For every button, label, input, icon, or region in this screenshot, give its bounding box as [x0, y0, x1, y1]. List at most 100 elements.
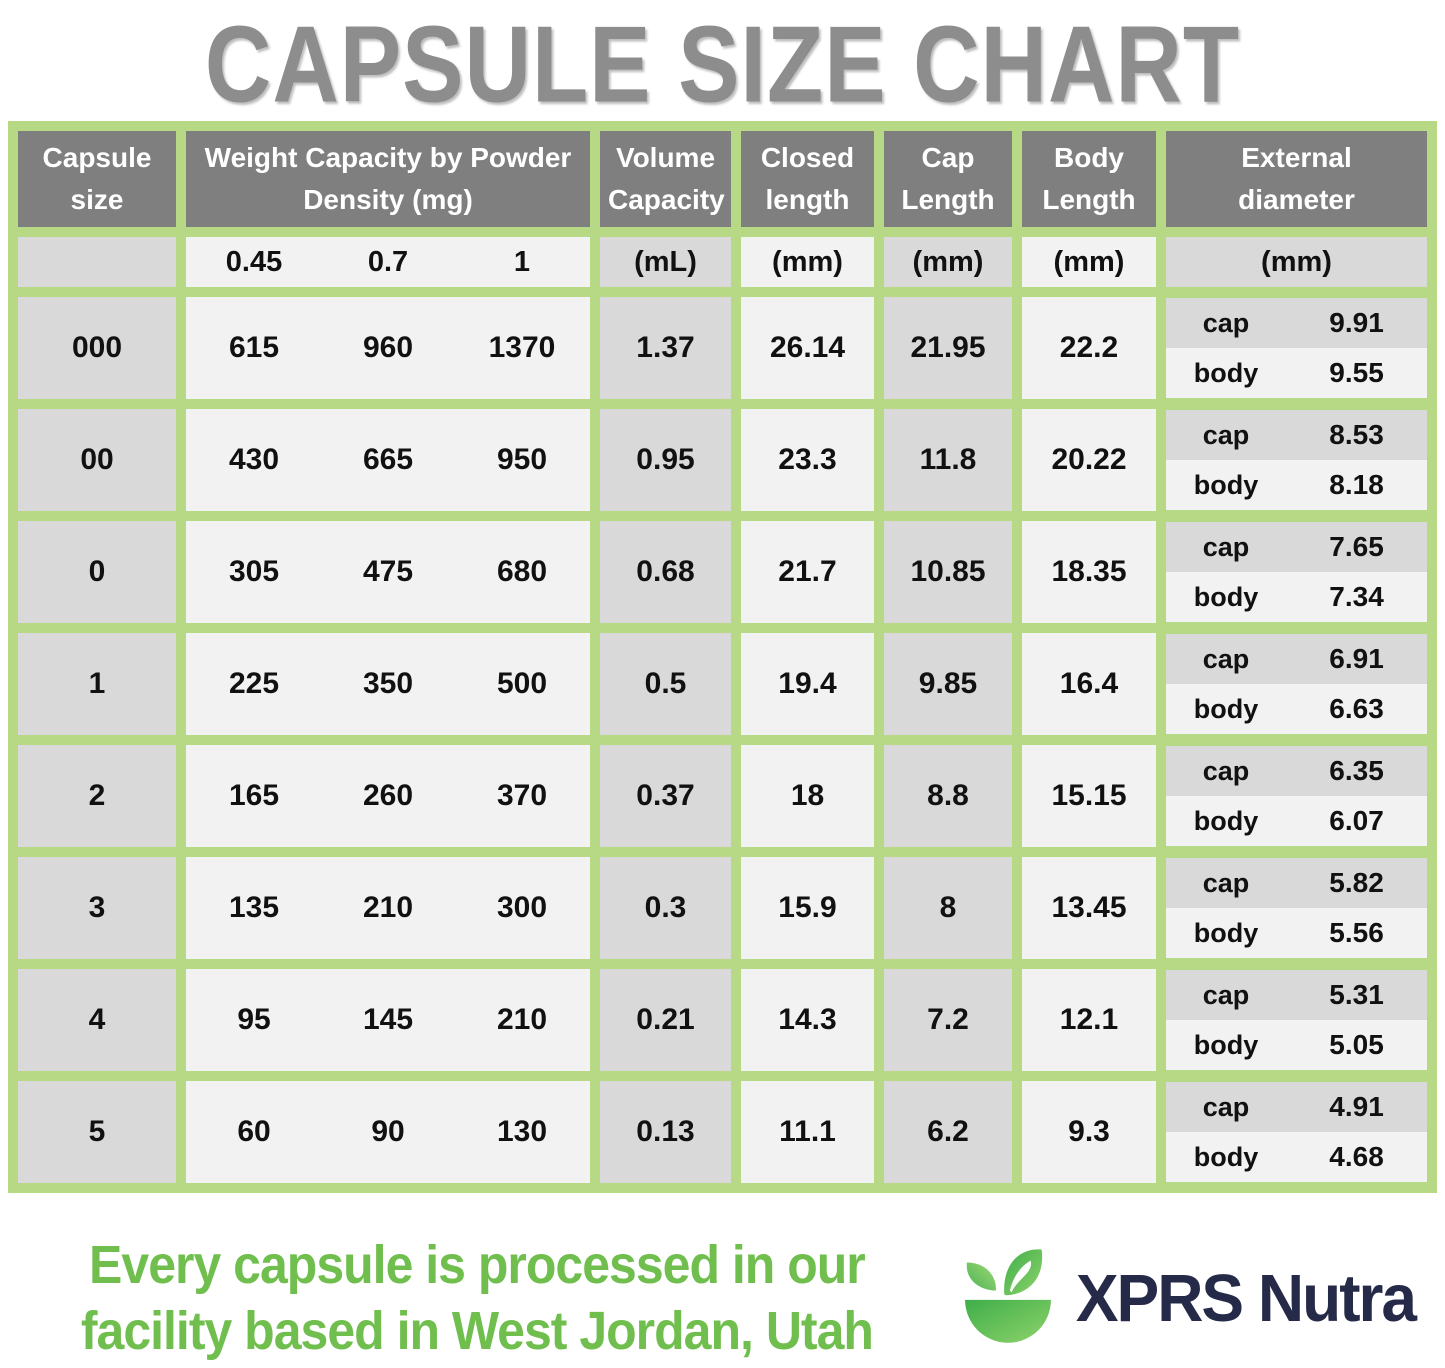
- external-body-row: body 8.18: [1166, 460, 1427, 511]
- closed-length-value: 15.9: [741, 857, 874, 960]
- external-cap-value: 5.82: [1329, 867, 1384, 899]
- cap-length-value: 8.8: [884, 745, 1012, 848]
- capsule-size-value: 5: [18, 1081, 176, 1184]
- table-row: 3 135 210 300 0.3 15.9 8 13.45 cap 5.82 …: [18, 857, 1427, 960]
- external-diameter-cell: cap 5.31 body 5.05: [1166, 969, 1427, 1071]
- volume-capacity-value: 0.13: [600, 1081, 731, 1184]
- weight-capacity-cell: 225 350 500: [186, 633, 590, 736]
- body-length-value: 22.2: [1022, 297, 1156, 400]
- unit-volume: (mL): [600, 237, 731, 288]
- external-cap-value: 6.91: [1329, 643, 1384, 675]
- weight-at-1: 210: [496, 1003, 548, 1037]
- col-header-body-length: Body Length: [1022, 131, 1156, 228]
- weight-at-0.7: 90: [371, 1115, 405, 1149]
- weight-capacity-cell: 60 90 130: [186, 1081, 590, 1184]
- weight-at-1: 1370: [488, 331, 556, 365]
- cap-length-value: 8: [884, 857, 1012, 960]
- closed-length-value: 18: [741, 745, 874, 848]
- cap-label: cap: [1202, 755, 1250, 786]
- external-cap-row: cap 8.53: [1166, 410, 1427, 461]
- capsule-size-value: 1: [18, 633, 176, 736]
- closed-length-value: 21.7: [741, 521, 874, 624]
- table-row: 0 305 475 680 0.68 21.7 10.85 18.35 cap …: [18, 521, 1427, 624]
- weight-at-0.7: 145: [362, 1003, 414, 1037]
- weight-at-0.45: 305: [228, 555, 280, 589]
- table-row: 2 165 260 370 0.37 18 8.8 15.15 cap 6.35…: [18, 745, 1427, 848]
- col-header-capsule-size: Capsule size: [18, 131, 176, 228]
- table-row: 1 225 350 500 0.5 19.4 9.85 16.4 cap 6.9…: [18, 633, 1427, 736]
- weight-values: 165 260 370: [187, 779, 589, 813]
- capsule-size-table: Capsule size Weight Capacity by Powder D…: [8, 121, 1437, 1194]
- external-diameter-cell: cap 4.91 body 4.68: [1166, 1081, 1427, 1183]
- closed-length-value: 23.3: [741, 409, 874, 512]
- cap-length-value: 9.85: [884, 633, 1012, 736]
- weight-at-0.45: 60: [237, 1115, 271, 1149]
- volume-capacity-value: 0.95: [600, 409, 731, 512]
- capsule-size-value: 000: [18, 297, 176, 400]
- external-body-row: body 9.55: [1166, 348, 1427, 399]
- weight-at-1: 300: [496, 891, 548, 925]
- body-label: body: [1193, 805, 1259, 836]
- density-1: 1: [513, 245, 531, 278]
- weight-at-0.7: 210: [362, 891, 414, 925]
- col-header-weight-capacity: Weight Capacity by Powder Density (mg): [186, 131, 590, 228]
- external-cap-value: 5.31: [1329, 979, 1384, 1011]
- density-0.7: 0.7: [367, 245, 409, 278]
- body-label: body: [1193, 1029, 1259, 1060]
- header-row: Capsule size Weight Capacity by Powder D…: [18, 131, 1427, 228]
- col-header-volume-capacity: Volume Capacity: [600, 131, 731, 228]
- volume-capacity-value: 0.21: [600, 969, 731, 1072]
- cap-length-value: 7.2: [884, 969, 1012, 1072]
- table-row: 00 430 665 950 0.95 23.3 11.8 20.22 cap …: [18, 409, 1427, 512]
- volume-capacity-value: 0.68: [600, 521, 731, 624]
- external-diameter-cell: cap 7.65 body 7.34: [1166, 521, 1427, 623]
- col-header-external-diameter: External diameter: [1166, 131, 1427, 228]
- weight-capacity-cell: 615 960 1370: [186, 297, 590, 400]
- external-cap-value: 8.53: [1329, 419, 1384, 451]
- capsule-size-value: 00: [18, 409, 176, 512]
- weight-at-0.7: 665: [362, 443, 414, 477]
- unit-cap-length: (mm): [884, 237, 1012, 288]
- cap-length-value: 21.95: [884, 297, 1012, 400]
- external-cap-row: cap 4.91: [1166, 1082, 1427, 1133]
- body-length-value: 9.3: [1022, 1081, 1156, 1184]
- weight-at-0.7: 260: [362, 779, 414, 813]
- units-densities: 0.45 0.7 1: [186, 237, 590, 288]
- body-label: body: [1193, 469, 1259, 500]
- table-row: 4 95 145 210 0.21 14.3 7.2 12.1 cap 5.31…: [18, 969, 1427, 1072]
- weight-capacity-cell: 305 475 680: [186, 521, 590, 624]
- cap-label: cap: [1202, 867, 1250, 898]
- mortar-leaf-logo-icon: [964, 1249, 1051, 1343]
- weight-at-0.45: 615: [228, 331, 280, 365]
- external-cap-value: 9.91: [1329, 307, 1384, 339]
- cap-label: cap: [1202, 1091, 1250, 1122]
- body-length-value: 15.15: [1022, 745, 1156, 848]
- volume-capacity-value: 0.37: [600, 745, 731, 848]
- external-body-row: body 6.07: [1166, 796, 1427, 847]
- unit-external-diameter: (mm): [1166, 237, 1427, 288]
- external-body-value: 4.68: [1329, 1141, 1384, 1173]
- external-body-value: 8.18: [1329, 469, 1384, 501]
- external-body-row: body 5.05: [1166, 1020, 1427, 1071]
- unit-closed-length: (mm): [741, 237, 874, 288]
- external-body-value: 9.55: [1329, 357, 1384, 389]
- closed-length-value: 19.4: [741, 633, 874, 736]
- body-length-value: 18.35: [1022, 521, 1156, 624]
- table-row: 5 60 90 130 0.13 11.1 6.2 9.3 cap 4.91 b…: [18, 1081, 1427, 1184]
- external-body-row: body 6.63: [1166, 684, 1427, 735]
- weight-values: 60 90 130: [187, 1115, 589, 1149]
- external-body-row: body 4.68: [1166, 1132, 1427, 1183]
- body-label: body: [1193, 693, 1259, 724]
- volume-capacity-value: 0.5: [600, 633, 731, 736]
- weight-capacity-cell: 165 260 370: [186, 745, 590, 848]
- weight-values: 95 145 210: [187, 1003, 589, 1037]
- cap-length-value: 6.2: [884, 1081, 1012, 1184]
- body-length-value: 13.45: [1022, 857, 1156, 960]
- table-row: 000 615 960 1370 1.37 26.14 21.95 22.2 c…: [18, 297, 1427, 400]
- body-length-value: 12.1: [1022, 969, 1156, 1072]
- weight-values: 430 665 950: [187, 443, 589, 477]
- volume-capacity-value: 1.37: [600, 297, 731, 400]
- external-body-value: 6.63: [1329, 693, 1384, 725]
- footer-tagline-line1: Every capsule is processed in our: [89, 1234, 866, 1295]
- col-header-closed-length: Closed length: [741, 131, 874, 228]
